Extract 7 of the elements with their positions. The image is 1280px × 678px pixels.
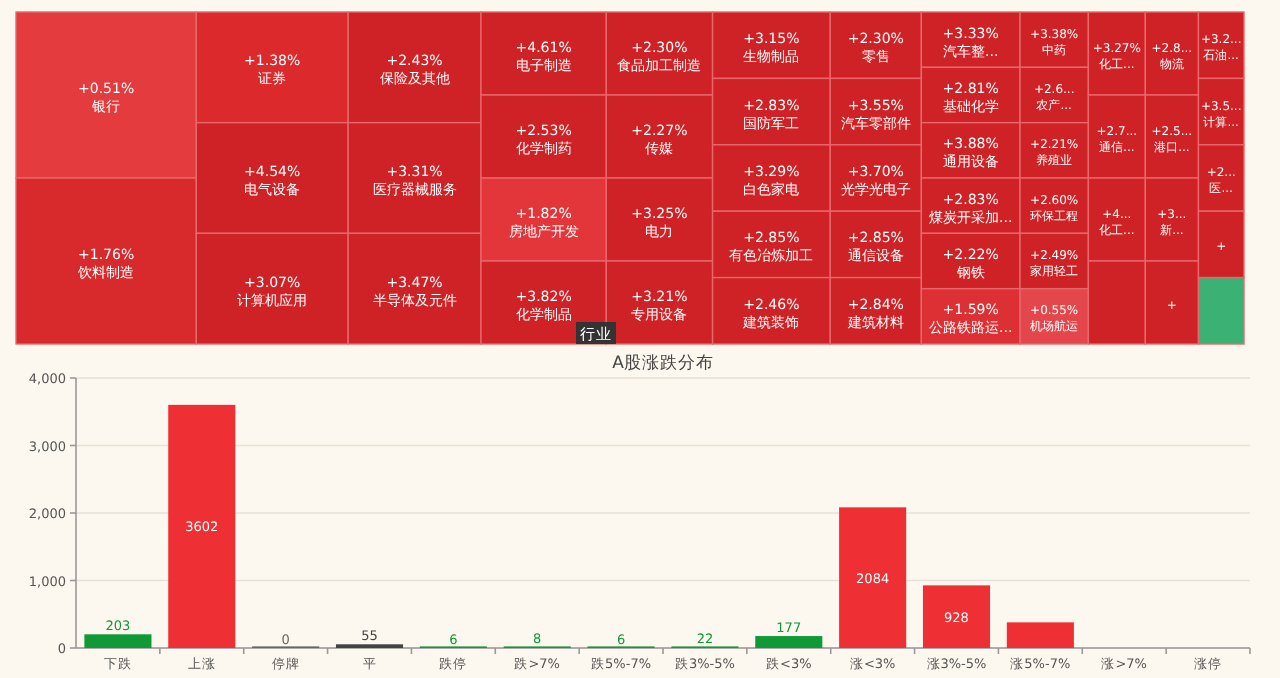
bar <box>755 636 823 648</box>
bar <box>84 634 152 648</box>
bar <box>1006 622 1074 648</box>
chart-title: A股涨跌分布 <box>612 352 714 374</box>
bar <box>839 507 907 648</box>
bar <box>922 585 991 648</box>
bar <box>168 404 236 648</box>
